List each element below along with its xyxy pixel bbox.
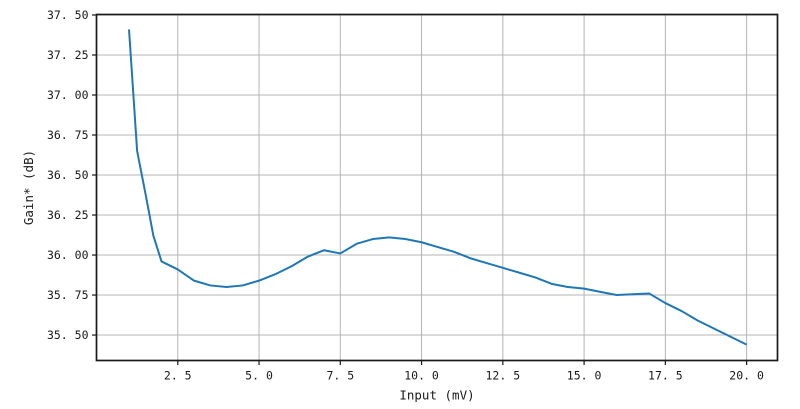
x-tick-label: 10. 0 xyxy=(404,369,439,383)
y-tick-label: 36. 75 xyxy=(47,128,89,142)
y-tick-label: 36. 25 xyxy=(47,208,89,222)
y-tick-label: 35. 50 xyxy=(47,328,89,342)
x-axis-label: Input (mV) xyxy=(399,388,474,403)
y-tick-label: 35. 75 xyxy=(47,288,89,302)
y-tick-label: 36. 00 xyxy=(47,248,89,262)
y-axis-label: Gain* (dB) xyxy=(21,150,36,225)
x-tick-label: 2. 5 xyxy=(164,369,192,383)
x-tick-label: 17. 5 xyxy=(648,369,683,383)
y-tick-label: 37. 25 xyxy=(47,48,89,62)
y-tick-label: 37. 00 xyxy=(47,88,89,102)
x-tick-label: 12. 5 xyxy=(486,369,521,383)
tick-layer: 2. 5 5. 0 7. 5 10. 0 12. 5 15. 0 17. 5 20. 0 35.… xyxy=(47,8,764,383)
plot-border xyxy=(95,13,779,362)
x-tick-label: 15. 0 xyxy=(567,369,602,383)
x-tick-label: 7. 5 xyxy=(326,369,354,383)
y-tick-label: 37. 50 xyxy=(47,8,89,22)
x-tick-label: 20. 0 xyxy=(729,369,764,383)
gain-curve xyxy=(128,29,748,346)
x-tick-label: 5. 0 xyxy=(245,369,273,383)
line-layer xyxy=(128,29,748,346)
y-tick-label: 36. 50 xyxy=(47,168,89,182)
